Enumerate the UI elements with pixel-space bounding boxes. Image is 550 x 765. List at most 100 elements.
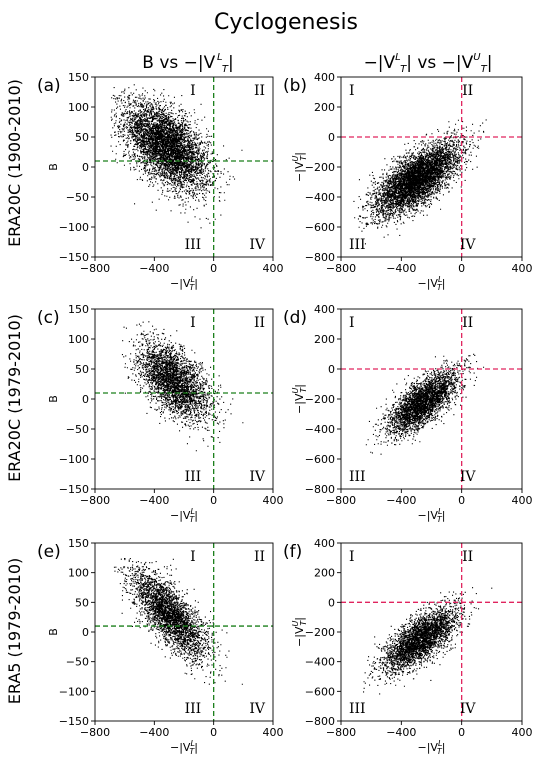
scatter-point-cloud [113,558,243,685]
y-axis-label: −|VUT| [291,617,308,647]
panel-3: −800 −400 0 400 −800 −600 −400 −200 0 200 400 −|VL T… [283,303,533,524]
y-tick-label: −400 [305,656,335,669]
y-tick-label: 0 [82,161,89,174]
quadrant-label-III: III [349,469,366,485]
panel-1: −800 −400 0 400 −800 −600 −400 −200 0 200 400 −|VL T… [283,71,533,292]
quadrant-label-IV: IV [249,701,266,717]
column-title-left: B vs −|V LT| [142,52,233,75]
column-title-right: −|VLT| vs −|VUT| [364,52,493,75]
y-tick-label: 0 [328,131,335,144]
quadrant-label-II: II [462,315,473,331]
x-tick-label: −800 [326,262,356,275]
quadrant-label-II: II [462,549,473,565]
y-tick-label: 100 [68,333,89,346]
quadrant-label-I: I [349,83,355,99]
quadrant-label-II: II [462,83,473,99]
row-label-2: ERA5 (1979-2010) [5,558,24,704]
scatter-points-1 [353,119,487,245]
y-tick-label: 50 [75,363,89,376]
y-tick-label: −800 [305,251,335,264]
x-tick-label: −400 [139,262,169,275]
quadrant-label-II: II [254,315,265,331]
panel-label: (f) [283,542,302,562]
x-axis-label: −|VL T| [170,275,198,292]
quadrant-label-I: I [190,549,196,565]
row-label-0: ERA20C (1900-2010) [5,79,24,247]
panel-5: −800 −400 0 400 −800 −600 −400 −200 0 200 400 −|VL T… [283,537,533,756]
quadrant-label-I: I [190,83,196,99]
y-tick-label: −150 [59,251,89,264]
scatter-points-4 [113,558,243,685]
x-tick-label: 0 [210,262,217,275]
quadrant-label-III: III [349,701,366,717]
y-axis-label: B [47,395,60,403]
x-tick-label: 400 [512,726,533,739]
y-tick-label: 400 [314,537,335,550]
y-tick-label: −50 [66,191,89,204]
x-tick-label: 0 [458,262,465,275]
y-tick-label: 50 [75,596,89,609]
quadrant-label-IV: IV [249,469,266,485]
y-tick-label: −200 [305,393,335,406]
y-tick-label: −400 [305,191,335,204]
x-axis-label: −|VL T| [418,507,446,524]
x-axis-label: −|VL T| [418,275,446,292]
x-tick-label: 400 [263,494,284,507]
panel-label: (d) [283,308,307,328]
y-tick-label: 0 [82,626,89,639]
scatter-point-cloud [365,353,485,455]
x-tick-label: −800 [326,494,356,507]
y-tick-label: 50 [75,131,89,144]
y-tick-label: −600 [305,221,335,234]
scatter-points-2 [121,321,244,452]
panel-4: −800 −400 0 400 −150 −100 −50 0 50 100 150 −|VL T| B (… [37,537,284,756]
y-tick-label: −800 [305,715,335,728]
panel-label: (a) [37,76,61,96]
y-tick-label: −150 [59,483,89,496]
y-tick-label: 150 [68,303,89,316]
x-tick-label: −800 [326,726,356,739]
scatter-points-3 [365,353,485,455]
x-tick-label: 400 [263,262,284,275]
row-label-1: ERA20C (1979-2010) [5,314,24,482]
y-tick-label: 150 [68,71,89,84]
x-tick-label: 400 [263,726,284,739]
y-tick-label: −100 [59,453,89,466]
y-tick-label: 200 [314,333,335,346]
x-tick-label: −400 [139,494,169,507]
quadrant-label-IV: IV [249,237,266,253]
x-tick-label: −800 [80,262,110,275]
y-tick-label: 0 [328,363,335,376]
x-tick-label: 400 [512,494,533,507]
quadrant-label-IV: IV [460,469,477,485]
x-tick-label: 0 [210,726,217,739]
quadrant-label-III: III [349,237,366,253]
y-tick-label: −50 [66,656,89,669]
y-tick-label: −150 [59,715,89,728]
scatter-point-cloud [353,119,487,245]
y-tick-label: 400 [314,303,335,316]
scatter-point-cloud [121,321,244,452]
x-axis-label: −|VL T| [170,507,198,524]
x-tick-label: 0 [458,726,465,739]
y-tick-label: −800 [305,483,335,496]
y-tick-label: 0 [82,393,89,406]
y-tick-label: 150 [68,537,89,550]
scatter-points-5 [363,587,493,695]
scatter-point-cloud [110,84,243,229]
y-tick-label: −100 [59,685,89,698]
x-tick-label: 0 [458,494,465,507]
x-axis-label: −|VL T| [418,739,446,756]
x-tick-label: −400 [386,262,416,275]
quadrant-label-II: II [254,549,265,565]
figure-title: Cyclogenesis [214,10,358,35]
panel-2: −800 −400 0 400 −150 −100 −50 0 50 100 150 −|VL T| B (… [37,303,284,524]
panel-label: (b) [283,76,307,96]
scatter-point-cloud [363,587,493,695]
x-axis-label: −|VL T| [170,739,198,756]
x-tick-label: −800 [80,726,110,739]
quadrant-label-IV: IV [460,237,477,253]
quadrant-label-III: III [185,469,202,485]
x-tick-label: −400 [386,494,416,507]
y-axis-label: −|VUT| [291,152,308,182]
